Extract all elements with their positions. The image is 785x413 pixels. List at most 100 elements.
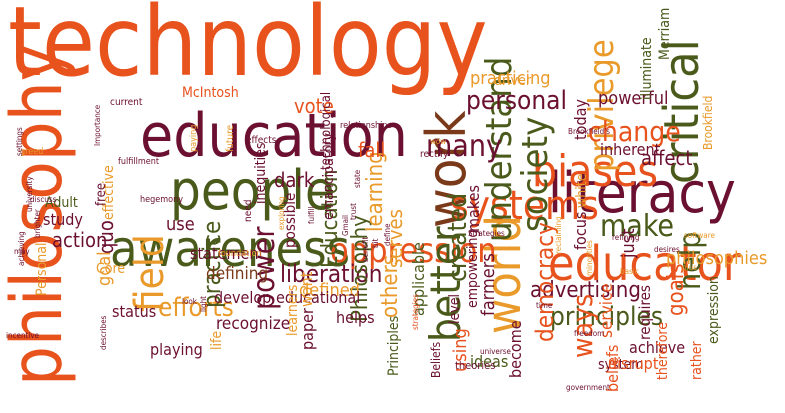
word-personal: Personal bbox=[34, 242, 50, 297]
word-relationships: relationships bbox=[340, 121, 392, 131]
word-action: action bbox=[52, 228, 108, 252]
word-change: change bbox=[588, 115, 681, 148]
word-rather: rather bbox=[689, 341, 705, 380]
word-ideas: ideas bbox=[470, 352, 509, 371]
word-minorities: minorities bbox=[585, 240, 594, 276]
word-personal: personal bbox=[466, 86, 568, 116]
word-adult: Adult bbox=[45, 195, 78, 211]
word-refining: refining bbox=[612, 233, 640, 242]
word-paying: paying bbox=[189, 124, 199, 152]
word-incentive: incentive bbox=[6, 331, 40, 340]
word-playing: playing bbox=[150, 340, 203, 359]
word-software: software bbox=[684, 231, 715, 240]
word-ways: ways bbox=[566, 293, 599, 358]
word-brookfield: Brookfield bbox=[701, 95, 715, 150]
word-inherent: inherent bbox=[600, 140, 661, 159]
word-merriam: Merriam bbox=[657, 7, 673, 60]
word-define: define bbox=[383, 223, 392, 246]
word-recognize: recognize bbox=[216, 314, 291, 334]
word-white: white bbox=[574, 173, 590, 208]
word-importance: Importance bbox=[93, 104, 102, 146]
word-plus: plus bbox=[682, 263, 697, 272]
word-exploring: exploring bbox=[277, 196, 286, 230]
word-disrupt: disrupt bbox=[608, 354, 659, 373]
word-statement: statement bbox=[190, 244, 265, 263]
word-vote: vote bbox=[294, 94, 334, 118]
word-advertising: advertising bbox=[530, 278, 641, 303]
word-greed: greed bbox=[20, 147, 44, 157]
word-trust: trust bbox=[349, 203, 358, 220]
word-educational: educational bbox=[276, 288, 361, 307]
word-freedom: freedom bbox=[574, 329, 605, 338]
word-achieve: achieve bbox=[629, 338, 686, 357]
word-dark: dark bbox=[274, 168, 315, 192]
word-core: Core bbox=[96, 261, 126, 277]
word-hegemony: hegemony bbox=[140, 195, 184, 205]
word-need: need bbox=[243, 199, 254, 223]
word-principles: principles bbox=[550, 302, 664, 332]
word-level: level bbox=[447, 294, 463, 324]
word-requires: requires bbox=[636, 285, 654, 340]
word-defining: defining bbox=[206, 264, 269, 284]
word-driver: driver bbox=[494, 73, 532, 89]
word-illuminate: illuminate bbox=[639, 37, 655, 100]
word-fulfill: fulfill bbox=[307, 206, 316, 224]
word-want: want bbox=[297, 271, 316, 307]
word-describes: describes bbox=[99, 315, 108, 350]
word-universe: universe bbox=[480, 347, 511, 356]
word-biases: biases bbox=[532, 146, 659, 197]
word-beliefs: Beliefs bbox=[429, 341, 443, 378]
word-status: status bbox=[112, 302, 157, 321]
word-may: may bbox=[14, 247, 30, 256]
word-brighter: brighter bbox=[33, 209, 42, 238]
word-light: light bbox=[199, 296, 208, 312]
word-literacy: literacy bbox=[548, 161, 736, 226]
word-technological: technological bbox=[319, 91, 334, 170]
word-awareness: awareness bbox=[110, 220, 351, 278]
word-wow: wow bbox=[430, 137, 447, 146]
word-state: state bbox=[353, 169, 362, 188]
word-mcintosh: McIntosh bbox=[182, 85, 239, 101]
word-farmers: farmers bbox=[478, 253, 499, 316]
word-desires: desires bbox=[654, 245, 680, 254]
word-therefore: therefore bbox=[655, 321, 671, 380]
word-current: current bbox=[110, 97, 143, 108]
word-benefit: benefit bbox=[361, 236, 370, 262]
word-settings: settings bbox=[15, 127, 24, 156]
word-look: look bbox=[182, 297, 197, 306]
word-free: free bbox=[94, 182, 109, 206]
word-education: education bbox=[140, 101, 408, 171]
word-many: many bbox=[426, 129, 502, 164]
word-systems: systems bbox=[450, 183, 599, 229]
word-use: use bbox=[166, 214, 195, 235]
word-defined: defined bbox=[299, 280, 360, 301]
word-effects: effects bbox=[246, 135, 277, 146]
word-learners: learners bbox=[285, 284, 301, 336]
word-government: government bbox=[566, 383, 610, 392]
word-study: study bbox=[43, 210, 83, 229]
word-practicing: practicing bbox=[470, 68, 551, 89]
word-philosophies: philosophies bbox=[666, 248, 768, 269]
word-achieving: achieving bbox=[17, 231, 26, 266]
word-oppression: oppression bbox=[330, 231, 497, 271]
word-strategies: strategies bbox=[411, 294, 420, 330]
word-reclaiming: reclaiming bbox=[554, 216, 563, 254]
word-quo: quo bbox=[94, 220, 118, 254]
word-foundation: foundation bbox=[218, 249, 262, 259]
word-others: others bbox=[378, 254, 403, 318]
word-time: time bbox=[536, 301, 553, 310]
word-university: university bbox=[25, 176, 34, 212]
word-affect: affect bbox=[641, 146, 693, 170]
word-fall: fall bbox=[358, 138, 386, 162]
word-discuss: discuss bbox=[30, 195, 57, 204]
word-system: system bbox=[598, 357, 644, 373]
word-future: future bbox=[225, 124, 236, 152]
word-inequities: inequities bbox=[253, 142, 269, 204]
word-efforts: efforts bbox=[158, 293, 234, 323]
word-educator: educator bbox=[548, 236, 741, 292]
word-technology: technology bbox=[8, 0, 488, 98]
word-brookfield-s: Brookfield's bbox=[568, 127, 610, 136]
word-liberation: liberation bbox=[280, 260, 383, 288]
word-bit: bit bbox=[371, 238, 380, 248]
